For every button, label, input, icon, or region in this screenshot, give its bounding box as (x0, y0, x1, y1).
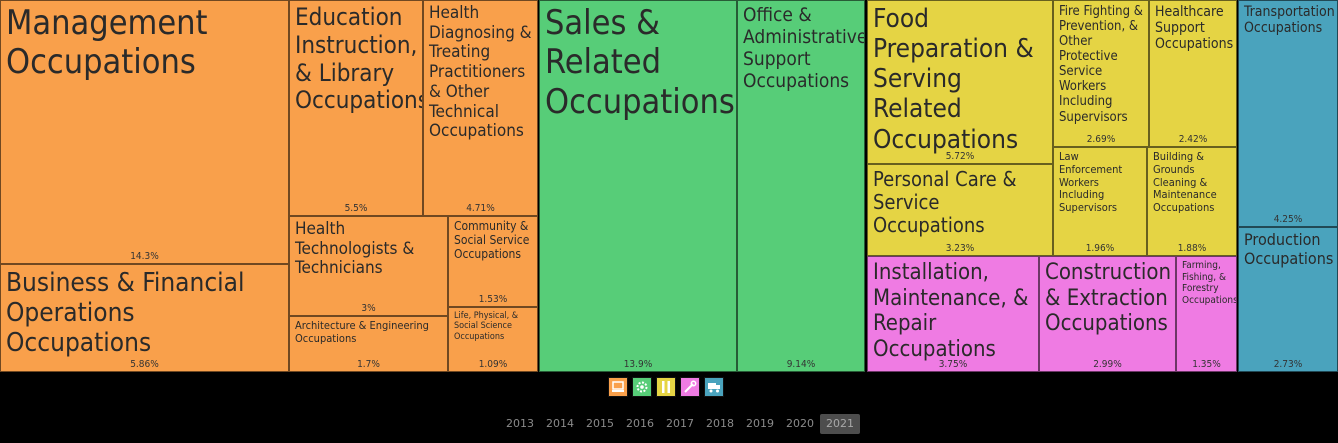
treemap-cell[interactable]: Life, Physical, & Social Science Occupat… (448, 307, 538, 372)
cell-label: Health Technologists & Technicians (295, 219, 415, 279)
cell-label: Sales & Related Occupations (545, 3, 735, 122)
cell-label: Life, Physical, & Social Science Occupat… (454, 311, 519, 342)
treemap-cell[interactable]: Management Occupations 14.3% (0, 0, 289, 264)
treemap-cell[interactable]: Business & Financial Operations Occupati… (0, 264, 289, 372)
cell-percent: 4.25% (1273, 214, 1303, 225)
cell-percent: 9.14% (786, 359, 816, 370)
cell-percent: 2.73% (1273, 359, 1303, 370)
cell-percent: 1.09% (478, 359, 508, 370)
wrench-icon[interactable] (680, 377, 700, 397)
cell-percent: 13.9% (623, 359, 653, 370)
treemap-cell[interactable]: Education Instruction, & Library Occupat… (289, 0, 423, 216)
cell-label: Business & Financial Operations Occupati… (6, 268, 245, 359)
treemap-cell[interactable]: Transportation Occupations 4.25% (1238, 0, 1338, 227)
year-2014[interactable]: 2014 (546, 417, 574, 430)
cell-percent: 2.42% (1178, 134, 1208, 145)
cell-label: Farming, Fishing, & Forestry Occupations (1182, 260, 1237, 306)
truck-icon[interactable] (704, 377, 724, 397)
cell-percent: 5.72% (945, 151, 975, 162)
treemap-cell[interactable]: Architecture & Engineering Occupations 1.… (289, 316, 448, 372)
year-2017[interactable]: 2017 (666, 417, 694, 430)
treemap-cell[interactable]: Installation, Maintenance, & Repair Occu… (867, 256, 1039, 372)
cell-percent: 1.88% (1177, 243, 1207, 254)
cell-percent: 1.7% (357, 359, 380, 370)
utensils-icon[interactable] (656, 377, 676, 397)
cell-label: Transportation Occupations (1244, 4, 1335, 37)
year-2020[interactable]: 2020 (786, 417, 814, 430)
treemap-cell[interactable]: Health Technologists & Technicians 3% (289, 216, 448, 316)
cell-percent: 2.99% (1093, 359, 1122, 370)
year-2019[interactable]: 2019 (746, 417, 774, 430)
cog-icon[interactable] (632, 377, 652, 397)
cell-label: Management Occupations (6, 3, 208, 83)
cell-percent: 1.53% (478, 294, 508, 305)
year-2021[interactable]: 2021 (820, 414, 860, 434)
year-2013[interactable]: 2013 (506, 417, 534, 430)
cell-label: Community & Social Service Occupations (454, 219, 530, 261)
treemap-cell[interactable]: Community & Social Service Occupations 1.… (448, 216, 538, 307)
cell-percent: 3.75% (938, 359, 968, 370)
treemap-cell[interactable]: Health Diagnosing & Treating Practitione… (423, 0, 538, 216)
legend-icons (608, 377, 724, 398)
cell-label: Education Instruction, & Library Occupat… (295, 3, 423, 115)
treemap-cell[interactable]: Construction & Extraction Occupations 2.9… (1039, 256, 1176, 372)
cell-percent: 1.96% (1085, 243, 1115, 254)
treemap-cell[interactable]: Sales & Related Occupations 13.9% (539, 0, 737, 372)
year-2018[interactable]: 2018 (706, 417, 734, 430)
cell-percent: 5.5% (344, 203, 368, 214)
treemap-cell[interactable]: Healthcare Support Occupations 2.42% (1149, 0, 1237, 147)
cell-percent: 1.35% (1192, 359, 1221, 370)
year-2015[interactable]: 2015 (586, 417, 614, 430)
treemap-cell[interactable]: Building & Grounds Cleaning & Maintenanc… (1147, 147, 1237, 256)
cell-label: Construction & Extraction Occupations (1045, 260, 1172, 337)
year-2016[interactable]: 2016 (626, 417, 654, 430)
cell-label: Personal Care & Service Occupations (873, 167, 1017, 238)
cell-label: Health Diagnosing & Treating Practitione… (429, 3, 532, 142)
cell-percent: 2.69% (1086, 134, 1116, 145)
treemap-cell[interactable]: Office & Administrative Support Occupati… (737, 0, 865, 372)
cell-percent: 5.86% (130, 359, 159, 370)
cell-label: Installation, Maintenance, & Repair Occu… (873, 260, 1029, 362)
treemap: Management Occupations 14.3% Business & Fi… (0, 0, 1338, 372)
cell-label: Fire Fighting & Prevention, & Other Prot… (1059, 4, 1143, 125)
cell-percent: 14.3% (130, 251, 159, 262)
cell-label: Office & Administrative Support Occupati… (743, 4, 865, 93)
treemap-cell[interactable]: Farming, Fishing, & Forestry Occupations… (1176, 256, 1237, 372)
laptop-icon[interactable] (608, 377, 628, 397)
cell-label: Production Occupations (1244, 230, 1334, 268)
year-selector: 2013 2014 2015 2016 2017 2018 2019 2020 2021 (500, 414, 860, 434)
treemap-cell[interactable]: Law Enforcement Workers Including Superv… (1053, 147, 1147, 256)
treemap-cell[interactable]: Food Preparation & Serving Related Occup… (867, 0, 1053, 164)
cell-label: Law Enforcement Workers Including Superv… (1059, 150, 1123, 214)
cell-percent: 3.23% (945, 243, 975, 254)
treemap-cell[interactable]: Fire Fighting & Prevention, & Other Prot… (1053, 0, 1149, 147)
treemap-cell[interactable]: Personal Care & Service Occupations 3.23% (867, 164, 1053, 256)
cell-percent: 3% (361, 303, 376, 314)
cell-label: Healthcare Support Occupations (1155, 4, 1234, 53)
cell-label: Food Preparation & Serving Related Occup… (873, 4, 1034, 155)
cell-label: Building & Grounds Cleaning & Maintenanc… (1153, 150, 1217, 214)
treemap-cell[interactable]: Production Occupations 2.73% (1238, 227, 1338, 372)
cell-percent: 4.71% (466, 203, 495, 214)
cell-label: Architecture & Engineering Occupations (295, 319, 429, 345)
